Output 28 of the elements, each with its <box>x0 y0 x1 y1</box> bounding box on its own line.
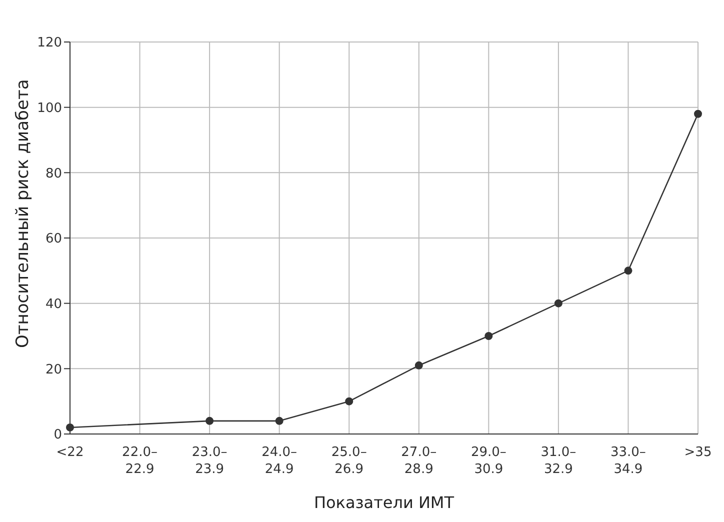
y-tick-label: 120 <box>37 36 62 51</box>
y-tick-label: 20 <box>45 362 62 378</box>
point <box>484 332 493 340</box>
x-axis-title: Показатели ИМТ <box>314 493 454 512</box>
point <box>275 416 284 425</box>
y-tick-label: 100 <box>37 100 62 116</box>
x-tick-label: 24.0–24.9 <box>262 445 298 477</box>
y-tick-label: 40 <box>45 296 62 312</box>
y-tick-label: 0 <box>54 428 62 443</box>
point <box>414 361 423 370</box>
x-tick-label: <22 <box>56 445 84 460</box>
point <box>694 110 702 118</box>
y-tick-label: 60 <box>45 232 62 247</box>
point <box>345 397 354 406</box>
x-tick-label: 31.0–32.9 <box>540 445 576 477</box>
point <box>554 299 562 308</box>
x-tick-label: >35 <box>684 445 712 460</box>
point <box>206 416 214 425</box>
point <box>624 266 632 275</box>
x-tick-label: 29.0–30.9 <box>470 445 506 477</box>
x-tick-label: 23.0–23.9 <box>192 445 228 477</box>
y-tick-label: 80 <box>45 166 62 182</box>
x-tick-label: 27.0–28.9 <box>401 445 437 477</box>
point <box>66 423 74 432</box>
x-tick-label: 33.0–34.9 <box>610 445 646 477</box>
x-tick-label: 25.0–26.9 <box>331 445 367 477</box>
y-axis-title: Относительный риск диабета <box>13 79 34 348</box>
x-tick-label: 22.0–22.9 <box>122 445 158 477</box>
